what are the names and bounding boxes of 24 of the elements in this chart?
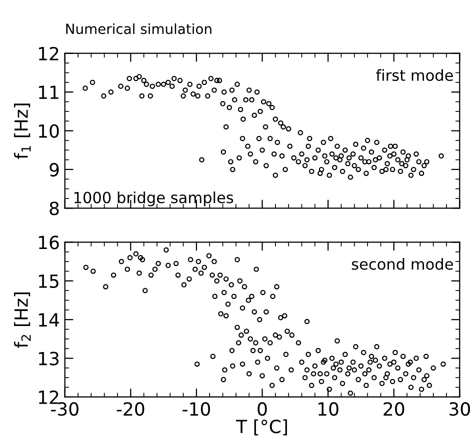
y-tick-label: 10 <box>39 124 59 138</box>
x-tick-label: 10 <box>318 402 338 416</box>
y-tick-label: 16 <box>39 236 59 250</box>
y-tick-label: 8 <box>50 202 59 216</box>
y-tick-label: 15 <box>39 274 58 288</box>
y-axis-title: f$_{2}$ [Hz] <box>14 292 31 348</box>
x-tick-label: -10 <box>182 402 210 416</box>
x-tick-label: 0 <box>258 402 267 416</box>
y-tick-label: 11 <box>39 86 58 99</box>
y-tick-label: 13 <box>39 352 59 366</box>
y-tick-label: 12 <box>39 46 58 60</box>
annotation: first mode <box>376 69 453 82</box>
annotation: second mode <box>352 258 453 270</box>
x-tick-label: 20 <box>384 402 404 416</box>
y-tick-label: 9 <box>50 162 59 177</box>
chart-title: Numerical simulation <box>66 23 212 34</box>
y-tick-label: 12 <box>39 390 58 404</box>
x-tick-label: 30 <box>450 402 470 416</box>
y-axis-title: f$_{1}$ [Hz] <box>14 104 31 160</box>
x-tick-label: -20 <box>116 402 144 416</box>
x-tick-label: -30 <box>51 402 78 416</box>
x-axis-title: T [°C] <box>236 419 287 436</box>
annotation: 1000 bridge samples <box>74 191 234 206</box>
y-tick-label: 14 <box>39 313 59 326</box>
